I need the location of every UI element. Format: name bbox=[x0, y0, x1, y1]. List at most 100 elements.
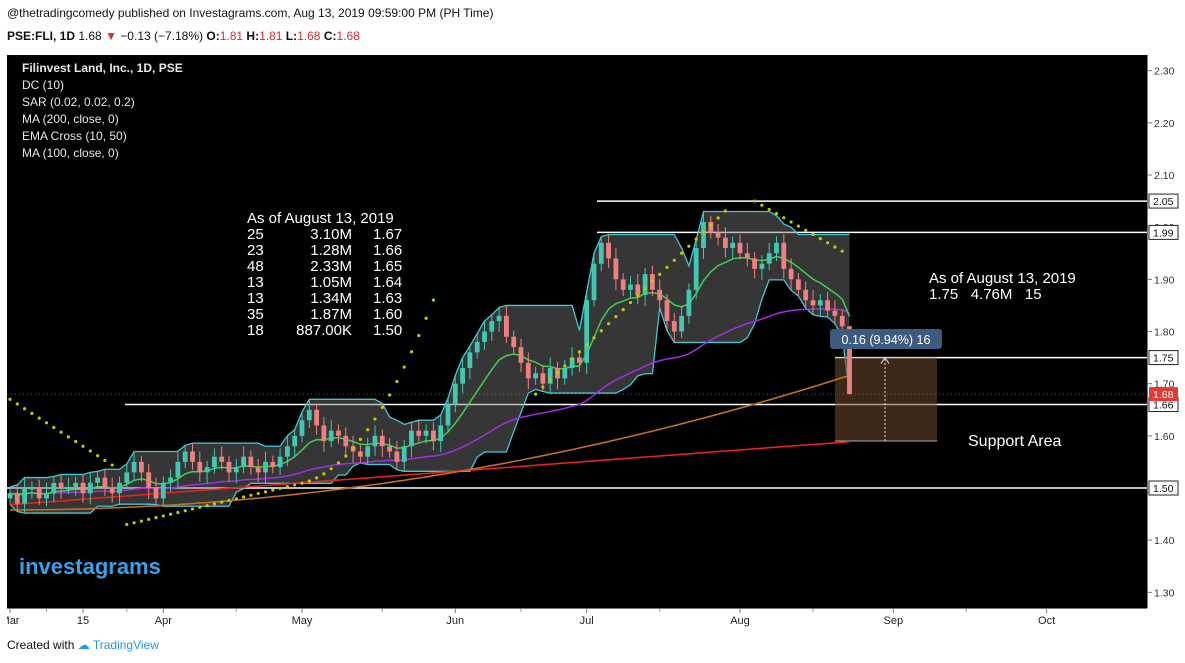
sar-dot bbox=[263, 490, 268, 494]
candle-body bbox=[606, 242, 611, 259]
indicator-ma200[interactable]: MA (200, close, 0) bbox=[22, 112, 119, 126]
candle-body bbox=[482, 331, 487, 342]
price-axis-svg: 2.302.202.102.001.901.801.701.601.501.40… bbox=[1148, 66, 1179, 599]
candle bbox=[679, 305, 684, 338]
candle-body bbox=[401, 446, 407, 462]
candle-body bbox=[533, 373, 538, 379]
sar-dot bbox=[190, 507, 195, 511]
sar-dot bbox=[789, 220, 793, 224]
level-badge bbox=[1148, 480, 1179, 496]
candle bbox=[401, 440, 407, 472]
candle-body bbox=[190, 451, 195, 462]
candle bbox=[314, 403, 319, 435]
level-badge-label: 1.75 bbox=[1153, 353, 1174, 365]
indicator-ma100[interactable]: MA (100, close, 0) bbox=[22, 146, 119, 160]
candle-body bbox=[577, 357, 582, 363]
candle bbox=[438, 414, 444, 453]
candle-body bbox=[409, 430, 414, 447]
created-with-label: Created with bbox=[7, 638, 75, 652]
candle-body bbox=[460, 368, 465, 384]
candle-body bbox=[693, 248, 699, 290]
candle bbox=[803, 281, 809, 309]
candle bbox=[452, 375, 458, 413]
candle-body bbox=[416, 430, 422, 436]
time-axis[interactable]: Mar 15 Apr May Jun Jul Aug Sep Oct bbox=[1, 608, 1147, 631]
indicator-dc[interactable]: DC (10) bbox=[22, 78, 65, 92]
candle bbox=[109, 477, 115, 503]
candle bbox=[482, 321, 487, 350]
candle bbox=[117, 476, 122, 505]
left-note-volume: 1.34M bbox=[310, 290, 352, 307]
sar-dot bbox=[833, 245, 837, 249]
open-label: O: bbox=[206, 29, 220, 43]
candle-body bbox=[248, 456, 254, 468]
price-tick-label: 1.30 bbox=[1154, 587, 1175, 599]
sar-dot bbox=[249, 493, 253, 497]
candle-body bbox=[730, 242, 736, 249]
sar-dot bbox=[555, 371, 560, 375]
candle bbox=[445, 398, 451, 432]
candle bbox=[182, 445, 188, 469]
candle-body bbox=[832, 310, 838, 316]
sar-dot bbox=[585, 343, 589, 347]
sar-dots bbox=[8, 199, 844, 527]
sar-dot bbox=[344, 454, 348, 458]
sar-dot bbox=[628, 300, 633, 305]
candle bbox=[14, 484, 20, 512]
price-axis[interactable]: 2.302.202.102.001.901.801.701.601.501.40… bbox=[1147, 55, 1179, 608]
low-label: L: bbox=[285, 29, 298, 43]
sar-dot bbox=[52, 425, 56, 430]
sar-dot bbox=[701, 230, 706, 234]
candle bbox=[752, 252, 757, 279]
left-note-price: 1.65 bbox=[373, 258, 402, 275]
candle bbox=[124, 464, 130, 490]
sar-dot bbox=[650, 279, 655, 284]
candle-body bbox=[774, 242, 779, 254]
candle bbox=[628, 276, 633, 298]
candle-body bbox=[562, 368, 568, 379]
level-badge bbox=[1148, 350, 1179, 366]
indicator-sar[interactable]: SAR (0.02, 0.02, 0.2) bbox=[22, 95, 135, 109]
sar-dot bbox=[753, 199, 757, 203]
indicator-ema-cross[interactable]: EMA Cross (10, 50) bbox=[22, 129, 127, 143]
candle bbox=[774, 236, 779, 262]
left-note-price: 1.60 bbox=[373, 306, 402, 323]
sar-dot bbox=[81, 444, 85, 448]
candle-body bbox=[737, 242, 743, 254]
candle bbox=[277, 448, 283, 475]
sar-dot bbox=[709, 223, 713, 227]
candles bbox=[7, 211, 852, 514]
chart-pane[interactable]: As of August 13, 2019 25 3.10M 1.67 23 1.28M 1… bbox=[7, 55, 1147, 608]
sar-dot bbox=[271, 488, 275, 492]
candle bbox=[686, 283, 692, 324]
candle bbox=[788, 258, 794, 291]
sar-dot bbox=[37, 416, 41, 420]
dc-lower-line bbox=[9, 279, 851, 514]
sar-dot bbox=[680, 251, 684, 255]
indicator-title: Filinvest Land, Inc., 1D, PSE bbox=[22, 61, 183, 75]
measure-badge bbox=[830, 329, 942, 349]
last-price-badge bbox=[1149, 387, 1178, 402]
candle bbox=[525, 352, 531, 390]
candle bbox=[489, 314, 495, 341]
candle bbox=[817, 293, 823, 317]
left-note-price: 1.63 bbox=[373, 290, 402, 307]
candle-body bbox=[58, 482, 64, 489]
sar-dot bbox=[88, 449, 92, 453]
sar-dot bbox=[804, 228, 808, 232]
tradingview-brand[interactable]: TradingView bbox=[92, 638, 159, 652]
symbol-label: PSE:FLI, 1D bbox=[7, 29, 76, 43]
sar-dot bbox=[541, 385, 545, 389]
candle bbox=[321, 417, 327, 453]
tradingview-logo-icon[interactable]: ☁ bbox=[77, 638, 90, 652]
support-label: Support Area bbox=[968, 433, 1062, 450]
candle-body bbox=[810, 300, 816, 306]
candle-body bbox=[299, 420, 305, 436]
candle-body bbox=[80, 482, 86, 494]
candle bbox=[168, 469, 173, 493]
price-change: −0.13 (−7.18%) bbox=[120, 29, 204, 43]
candle-body bbox=[372, 435, 378, 447]
candle-body bbox=[29, 488, 35, 490]
candle-body bbox=[277, 456, 283, 468]
